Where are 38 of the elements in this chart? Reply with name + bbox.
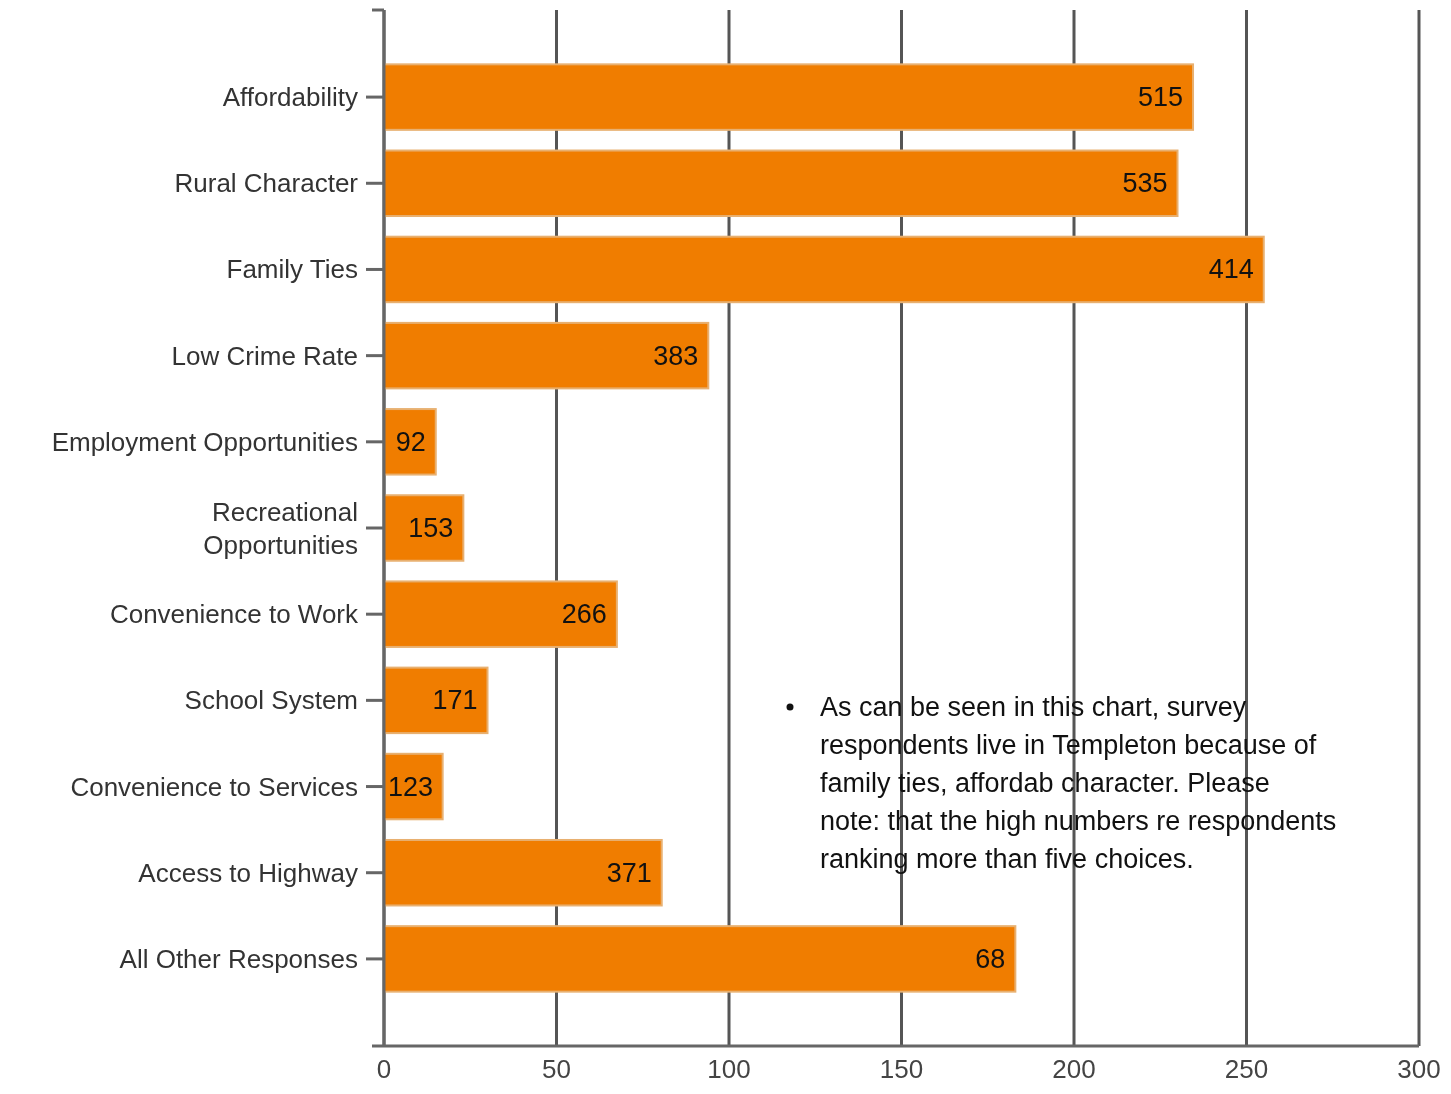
bar [383,63,1195,131]
annotation: 68 [975,943,1006,974]
x-tick-label: 250 [1224,1054,1269,1084]
y-tick-label: Recreational Opportunities [203,496,358,560]
bar [383,580,618,648]
y-tick-label: Rural Character [174,168,359,199]
y-tick-label: Affordability [222,82,358,113]
bar [383,925,1017,993]
annotation: 92 [395,426,426,457]
y-tick-label: Convenience to Services [70,771,358,802]
annotation: 414 [1208,254,1254,285]
annotation: 515 [1137,82,1184,113]
y-tick-label: Convenience to Work [109,599,359,630]
y-tick-label: Employment Opportunities [51,426,358,457]
annotation: 535 [1122,168,1168,199]
y-tick-label: Low Crime Rate [171,340,358,371]
x-tick-label: 200 [1052,1054,1096,1084]
bar [383,149,1179,218]
bar [383,235,1265,304]
x-tick-label: 100 [707,1054,751,1084]
x-tick-label: 0 [376,1054,392,1084]
x-tick-label: 300 [1397,1054,1441,1084]
bar [383,494,465,562]
annotation: 123 [387,771,433,802]
x-tick-label: 50 [542,1054,571,1084]
y-tick-label: All Other Responses [119,943,358,974]
annotation: 371 [606,857,652,888]
annotation: 266 [561,599,607,630]
x-tick-label: 150 [879,1054,924,1084]
annotation: 383 [653,340,699,371]
bar [383,838,663,907]
annotation: 171 [432,685,478,716]
y-tick-label: Family Ties [226,254,358,285]
bar [383,666,489,735]
annotation: 153 [408,513,454,543]
bar [383,321,710,390]
y-tick-label: School System [184,685,358,716]
y-tick-label: Access to Highway [138,857,358,888]
